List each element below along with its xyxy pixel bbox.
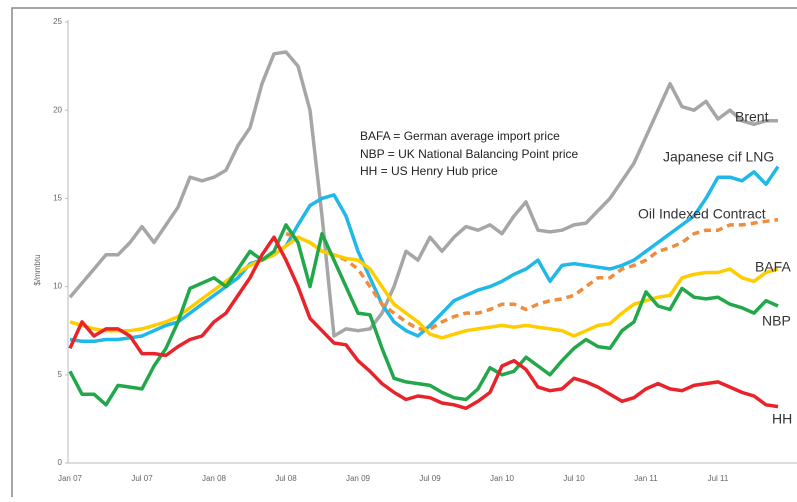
annotation: HH = US Henry Hub price bbox=[360, 164, 498, 178]
x-tick-label: Jul 10 bbox=[563, 474, 585, 483]
line bbox=[68, 223, 779, 407]
y-tick-label: 10 bbox=[53, 282, 62, 291]
y-tick-label: 25 bbox=[53, 17, 62, 26]
x-tick-label: Jan 08 bbox=[202, 474, 227, 483]
x-tick-label: Jul 09 bbox=[419, 474, 441, 483]
line bbox=[68, 50, 778, 338]
series-label: HH bbox=[772, 411, 792, 427]
annotation: BAFA = German average import price bbox=[360, 129, 560, 143]
series-label: Japanese cif LNG bbox=[663, 149, 774, 165]
x-tick-label: Jul 07 bbox=[131, 474, 153, 483]
y-tick-label: 5 bbox=[58, 370, 63, 379]
x-tick-label: Jul 08 bbox=[275, 474, 297, 483]
x-tick-label: Jan 07 bbox=[58, 474, 83, 483]
line bbox=[285, 217, 779, 331]
line bbox=[69, 165, 780, 344]
series-label: NBP bbox=[762, 313, 791, 329]
y-tick-label: 20 bbox=[53, 105, 62, 114]
x-tick-label: Jan 09 bbox=[346, 474, 371, 483]
line bbox=[69, 235, 779, 340]
series-label: BAFA bbox=[755, 259, 791, 275]
series-label: Brent bbox=[735, 109, 769, 125]
y-tick-label: 15 bbox=[53, 194, 62, 203]
annotation: NBP = UK National Balancing Point price bbox=[360, 147, 579, 161]
y-tick-label: 0 bbox=[58, 458, 63, 467]
x-tick-label: Jul 11 bbox=[708, 474, 729, 483]
line bbox=[68, 235, 779, 411]
x-tick-label: Jan 10 bbox=[490, 474, 515, 483]
y-axis-label: $/mmbtu bbox=[33, 254, 42, 285]
x-tick-label: Jan 11 bbox=[634, 474, 658, 483]
series-label: Oil Indexed Contract bbox=[638, 206, 766, 222]
